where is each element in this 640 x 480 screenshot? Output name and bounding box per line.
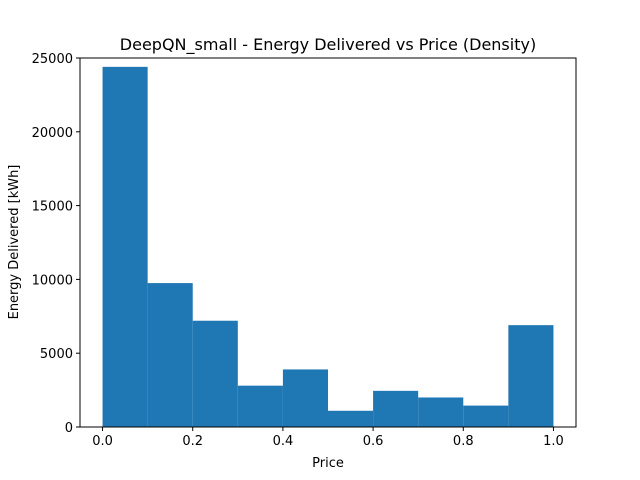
histogram-bar-7 xyxy=(418,397,464,427)
y-tick-label: 25000 xyxy=(32,52,73,67)
y-axis-title: Energy Delivered [kWh] xyxy=(7,165,22,320)
x-tick-label: 0.4 xyxy=(273,434,294,449)
chart-title: DeepQN_small - Energy Delivered vs Price… xyxy=(120,35,536,55)
histogram-bar-0 xyxy=(102,66,148,427)
histogram-bar-1 xyxy=(147,283,193,427)
x-tick-label: 1.0 xyxy=(543,434,564,449)
x-axis-ticks: 0.0 0.2 0.4 0.6 0.8 1.0 xyxy=(92,427,564,449)
y-axis-ticks: 0 5000 10000 15000 20000 25000 xyxy=(32,52,80,436)
y-tick-label: 10000 xyxy=(32,273,73,288)
x-tick-label: 0.0 xyxy=(92,434,113,449)
histogram-bar-5 xyxy=(328,410,374,427)
histogram-bar-2 xyxy=(192,320,238,427)
histogram-bar-8 xyxy=(463,405,509,427)
histogram-bar-9 xyxy=(508,325,554,427)
y-tick-label: 15000 xyxy=(32,200,73,215)
histogram-bars xyxy=(102,66,554,427)
x-axis-title: Price xyxy=(312,456,344,471)
histogram-bar-6 xyxy=(373,390,419,427)
y-tick-label: 5000 xyxy=(40,347,73,362)
histogram-bar-4 xyxy=(282,369,328,427)
x-tick-label: 0.8 xyxy=(453,434,474,449)
plot-frame xyxy=(79,57,577,428)
x-tick-label: 0.2 xyxy=(182,434,203,449)
x-tick-label: 0.6 xyxy=(363,434,384,449)
histogram-bar-3 xyxy=(237,385,283,427)
y-tick-label: 0 xyxy=(65,421,73,436)
y-tick-label: 20000 xyxy=(32,126,73,141)
